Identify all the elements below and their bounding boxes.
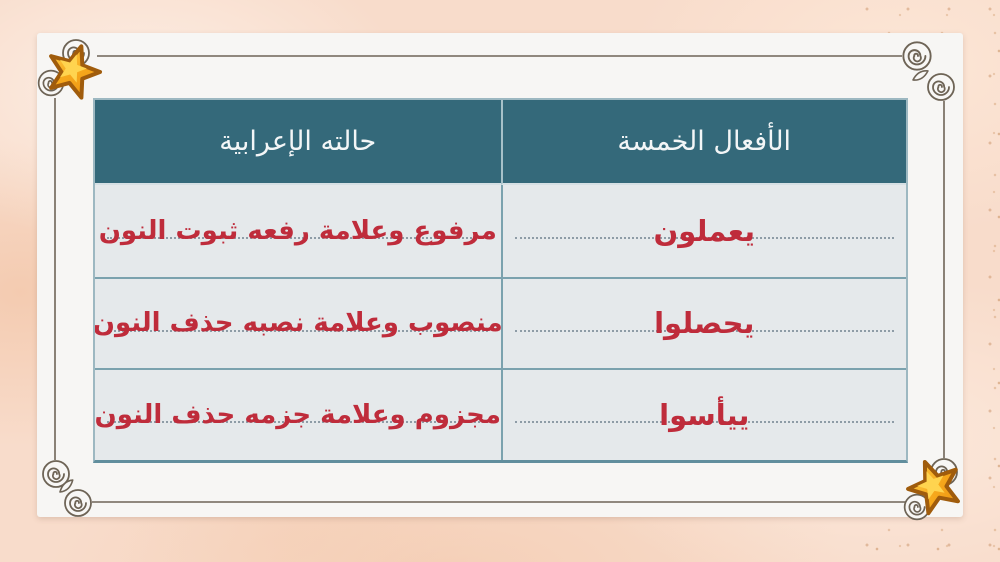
grammar-table: الأفعال الخمسة حالته الإعرابية يعملون مر… <box>93 98 908 463</box>
verb-text: ييأسوا <box>659 398 750 433</box>
case-cell-row1: مرفوع وعلامة رفعه ثبوت النون <box>95 185 501 277</box>
case-text: مرفوع وعلامة رفعه ثبوت النون <box>98 215 497 246</box>
case-text: منصوب وعلامة نصبه حذف النون <box>95 308 501 339</box>
case-text: مجزوم وعلامة جزمه حذف النون <box>95 400 501 431</box>
dotted-line <box>107 421 489 424</box>
dotted-line <box>514 329 894 332</box>
header-case-label: حالته الإعرابية <box>219 126 377 157</box>
dotted-line <box>514 421 894 424</box>
case-cell-row3: مجزوم وعلامة جزمه حذف النون <box>95 368 501 460</box>
verb-cell-row1: يعملون <box>500 185 906 277</box>
header-verbs-label: الأفعال الخمسة <box>617 126 792 157</box>
verb-cell-row3: ييأسوا <box>500 368 906 460</box>
header-cell-case: حالته الإعرابية <box>95 100 501 185</box>
verb-cell-row2: يحصلوا <box>500 276 906 369</box>
dotted-line <box>514 237 894 240</box>
verb-text: يعملون <box>653 213 755 248</box>
verb-text: يحصلوا <box>654 306 755 341</box>
dotted-line <box>107 329 489 332</box>
header-cell-verbs: الأفعال الخمسة <box>500 100 906 185</box>
dotted-line <box>107 237 489 240</box>
case-cell-row2: منصوب وعلامة نصبه حذف النون <box>95 276 501 369</box>
